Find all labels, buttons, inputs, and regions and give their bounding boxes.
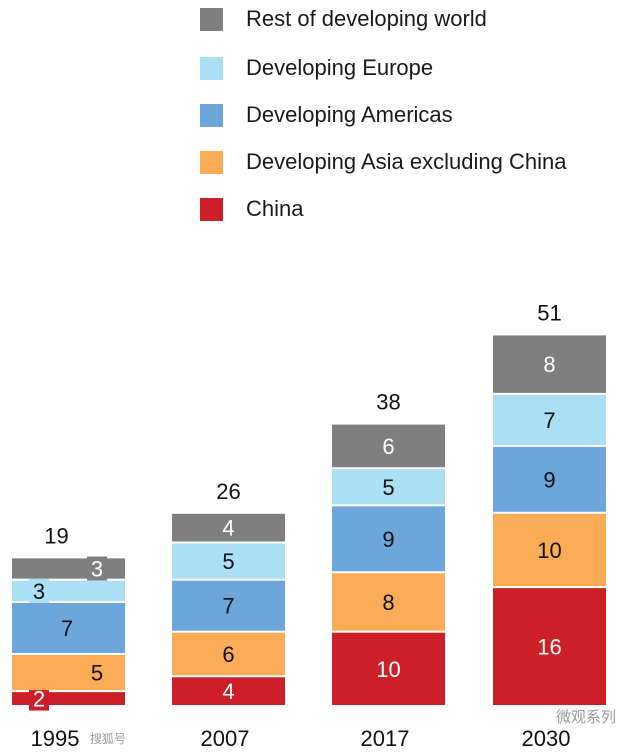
bar-segment <box>332 424 445 468</box>
data-label-box <box>87 556 107 581</box>
total-label: 26 <box>216 479 240 504</box>
legend-label: Developing Europe <box>246 55 434 80</box>
bar-segment <box>12 602 125 653</box>
bar-segment <box>172 677 285 705</box>
data-label-box <box>29 686 49 711</box>
legend-swatch <box>200 103 223 127</box>
legend-label: China <box>246 196 304 221</box>
data-label: 8 <box>382 590 394 615</box>
data-label-box <box>29 578 49 603</box>
data-label: 4 <box>222 679 234 704</box>
data-label: 10 <box>376 657 400 682</box>
bar-segment <box>332 573 445 631</box>
data-label: 5 <box>222 549 234 574</box>
bar-segment <box>172 580 285 631</box>
legend-label: Developing Asia excluding China <box>246 149 567 174</box>
x-tick-label: 2007 <box>201 726 250 751</box>
data-label: 6 <box>382 434 394 459</box>
bar-segment <box>332 506 445 572</box>
legend-item: Developing Europe <box>200 54 433 82</box>
bar-segment <box>332 632 445 705</box>
legend-item: China <box>200 195 303 223</box>
legend-swatch <box>200 7 223 31</box>
data-label: 3 <box>33 579 45 604</box>
watermark-left: 搜狐号 <box>90 732 127 746</box>
data-label: 8 <box>543 352 555 377</box>
data-label: 6 <box>222 642 234 667</box>
legend-swatch <box>200 56 223 80</box>
total-label: 19 <box>44 523 68 548</box>
total-label: 51 <box>537 300 561 325</box>
legend-label: Developing Americas <box>246 102 453 127</box>
data-label: 10 <box>537 538 561 563</box>
bar-segment <box>172 543 285 579</box>
data-label: 16 <box>537 635 561 660</box>
x-tick-label: 2017 <box>361 726 410 751</box>
legend-swatch <box>200 150 223 174</box>
bar-segment <box>493 588 606 705</box>
x-tick-label: 2030 <box>522 726 571 751</box>
bar-segment <box>493 513 606 587</box>
bar-segment <box>12 654 125 691</box>
legend-item: Developing Asia excluding China <box>200 148 566 176</box>
data-label: 7 <box>61 616 73 641</box>
legend-label: Rest of developing world <box>246 6 487 31</box>
data-label: 9 <box>543 467 555 492</box>
data-label: 5 <box>382 475 394 500</box>
bar-segment <box>493 394 606 445</box>
bar-segment <box>172 513 285 542</box>
data-label: 4 <box>222 516 234 541</box>
data-label: 7 <box>543 408 555 433</box>
legend-item: Rest of developing world <box>200 5 487 33</box>
legend-swatch <box>200 197 223 221</box>
data-label: 5 <box>91 661 103 686</box>
bar-segment <box>332 469 445 505</box>
x-tick-label: 1995 <box>31 726 80 751</box>
data-label: 3 <box>91 557 103 582</box>
legend-item: Developing Americas <box>200 101 453 129</box>
bar-segment <box>12 558 125 579</box>
total-label: 38 <box>376 390 400 415</box>
bar-segment <box>493 446 606 512</box>
watermark-right: 微观系列 <box>556 709 617 726</box>
data-label: 2 <box>33 687 45 712</box>
bar-segment <box>172 632 285 676</box>
data-label: 7 <box>222 594 234 619</box>
data-label: 9 <box>382 527 394 552</box>
bar-segment <box>12 580 125 601</box>
bar-segment <box>493 335 606 393</box>
bar-segment <box>12 692 125 705</box>
